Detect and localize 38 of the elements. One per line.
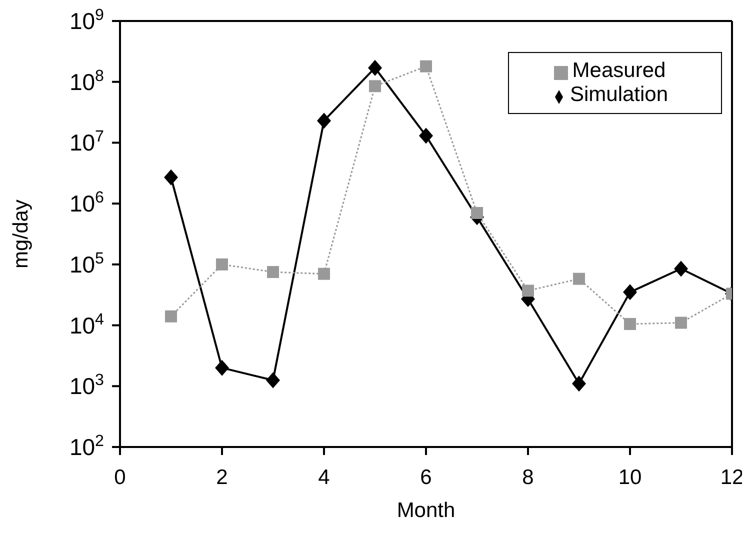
y-tick-label: 10$^{9}$ bbox=[69, 6, 104, 34]
point bbox=[572, 376, 586, 392]
point bbox=[623, 284, 637, 300]
y-axis-title: mg/day bbox=[9, 199, 32, 268]
y-tick-label: 10$^{4}$ bbox=[69, 310, 104, 338]
point bbox=[674, 260, 688, 277]
point bbox=[215, 360, 229, 376]
legend-label: Measured bbox=[572, 59, 666, 82]
x-tick-label: 8 bbox=[522, 466, 534, 489]
y-tick-label: 10$^{5}$ bbox=[69, 249, 104, 278]
point bbox=[369, 80, 381, 92]
y-tick-label: 10$^{7}$ bbox=[69, 128, 104, 156]
x-tick-label: 4 bbox=[318, 466, 330, 489]
point bbox=[471, 207, 483, 219]
point bbox=[164, 169, 178, 186]
point bbox=[165, 310, 177, 322]
y-tick-label: 10$^{3}$ bbox=[69, 371, 104, 400]
point bbox=[420, 60, 432, 72]
y-tick-label: 10$^{6}$ bbox=[69, 188, 104, 217]
point bbox=[522, 284, 534, 297]
x-tick-label: 6 bbox=[420, 466, 432, 489]
point bbox=[675, 316, 687, 329]
point bbox=[419, 128, 433, 144]
point bbox=[267, 266, 279, 278]
point bbox=[317, 112, 331, 129]
x-axis-title: Month bbox=[396, 499, 456, 522]
point bbox=[368, 60, 382, 76]
point bbox=[318, 268, 330, 280]
point bbox=[266, 372, 280, 388]
x-tick-label: 2 bbox=[216, 466, 228, 489]
x-tick-label: 0 bbox=[114, 466, 126, 489]
y-tick-label: 10$^{8}$ bbox=[69, 66, 104, 95]
legend-label: Simulation bbox=[570, 83, 668, 106]
point bbox=[216, 258, 228, 270]
point bbox=[624, 318, 636, 330]
point bbox=[573, 272, 585, 285]
x-tick-label: 10 bbox=[618, 466, 642, 489]
y-tick-label: 10$^{2}$ bbox=[69, 432, 104, 460]
